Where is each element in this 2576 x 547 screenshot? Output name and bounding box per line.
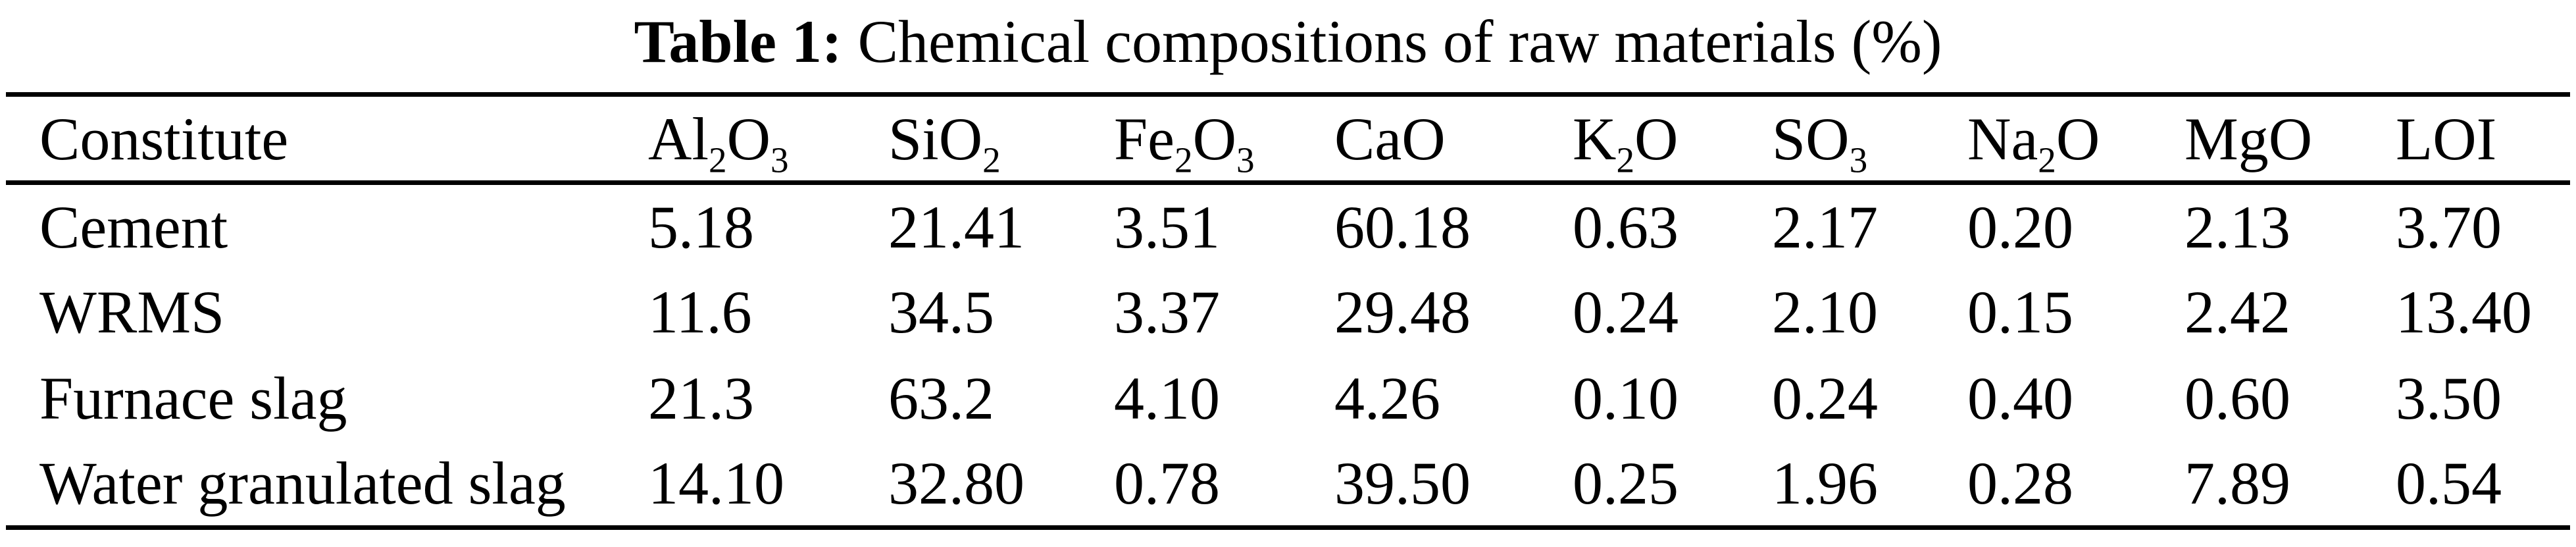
value-cell: 0.15 bbox=[1967, 278, 2073, 346]
row-label: Furnace slag bbox=[39, 365, 347, 432]
value-cell: 21.3 bbox=[648, 365, 754, 432]
column-header-k2o: K2O bbox=[1573, 105, 1679, 180]
value-cell: 63.2 bbox=[888, 365, 994, 432]
value-cell: 0.54 bbox=[2396, 450, 2502, 517]
value-cell: 3.51 bbox=[1114, 193, 1220, 261]
row-label: WRMS bbox=[39, 278, 225, 346]
value-cell: 34.5 bbox=[888, 278, 994, 346]
table-row: Water granulated slag 14.10 32.80 0.78 39.50… bbox=[6, 442, 2570, 528]
table-caption-text: Chemical compositions of raw materials (… bbox=[857, 8, 1942, 75]
value-cell: 0.10 bbox=[1573, 365, 1679, 432]
value-cell: 3.70 bbox=[2396, 193, 2502, 261]
value-cell: 0.25 bbox=[1573, 450, 1679, 517]
table-row: WRMS 11.6 34.5 3.37 29.48 0.24 2.10 0.15 2.42 13.… bbox=[6, 269, 2570, 355]
row-label: Water granulated slag bbox=[39, 450, 566, 517]
value-cell: 1.96 bbox=[1772, 450, 1878, 517]
column-header-cao: CaO bbox=[1334, 105, 1446, 172]
value-cell: 14.10 bbox=[648, 450, 784, 517]
value-cell: 4.26 bbox=[1334, 365, 1440, 432]
value-cell: 0.60 bbox=[2185, 365, 2290, 432]
table-row: Cement 5.18 21.41 3.51 60.18 0.63 2.17 0.20 2.13… bbox=[6, 183, 2570, 269]
value-cell: 2.13 bbox=[2185, 193, 2290, 261]
header-row: Constitute Al2O3 SiO2 Fe2O3 CaO K2O SO3 Na2O MgO… bbox=[6, 95, 2570, 183]
value-cell: 39.50 bbox=[1334, 450, 1471, 517]
table-caption-number: Table 1: bbox=[634, 8, 842, 75]
column-header-mgo: MgO bbox=[2185, 105, 2313, 172]
table-caption: Table 1: Chemical compositions of raw mat… bbox=[0, 0, 2576, 92]
value-cell: 0.20 bbox=[1967, 193, 2073, 261]
column-header-sio2: SiO2 bbox=[888, 105, 1001, 180]
value-cell: 5.18 bbox=[648, 193, 754, 261]
value-cell: 0.78 bbox=[1114, 450, 1220, 517]
value-cell: 3.37 bbox=[1114, 278, 1220, 346]
table-row: Furnace slag 21.3 63.2 4.10 4.26 0.10 0.24 0.40… bbox=[6, 355, 2570, 442]
value-cell: 13.40 bbox=[2396, 278, 2532, 346]
value-cell: 0.63 bbox=[1573, 193, 1679, 261]
row-label: Cement bbox=[39, 193, 228, 261]
column-header-constitute: Constitute bbox=[39, 105, 289, 172]
column-header-na2o: Na2O bbox=[1967, 105, 2100, 180]
value-cell: 0.24 bbox=[1573, 278, 1679, 346]
chemical-compositions-table: Constitute Al2O3 SiO2 Fe2O3 CaO K2O SO3 Na2O MgO… bbox=[6, 92, 2570, 530]
value-cell: 21.41 bbox=[888, 193, 1024, 261]
value-cell: 4.10 bbox=[1114, 365, 1220, 432]
value-cell: 0.40 bbox=[1967, 365, 2073, 432]
value-cell: 2.42 bbox=[2185, 278, 2290, 346]
value-cell: 7.89 bbox=[2185, 450, 2290, 517]
table-body: Cement 5.18 21.41 3.51 60.18 0.63 2.17 0.20 2.13… bbox=[6, 183, 2570, 528]
value-cell: 0.28 bbox=[1967, 450, 2073, 517]
value-cell: 11.6 bbox=[648, 278, 752, 346]
column-header-al2o3: Al2O3 bbox=[648, 105, 789, 180]
value-cell: 2.10 bbox=[1772, 278, 1878, 346]
value-cell: 3.50 bbox=[2396, 365, 2502, 432]
value-cell: 29.48 bbox=[1334, 278, 1471, 346]
column-header-fe2o3: Fe2O3 bbox=[1114, 105, 1255, 180]
value-cell: 0.24 bbox=[1772, 365, 1878, 432]
value-cell: 60.18 bbox=[1334, 193, 1471, 261]
column-header-so3: SO3 bbox=[1772, 105, 1868, 180]
table-header: Constitute Al2O3 SiO2 Fe2O3 CaO K2O SO3 Na2O MgO… bbox=[6, 95, 2570, 183]
value-cell: 32.80 bbox=[888, 450, 1024, 517]
value-cell: 2.17 bbox=[1772, 193, 1878, 261]
column-header-loi: LOI bbox=[2396, 105, 2497, 172]
